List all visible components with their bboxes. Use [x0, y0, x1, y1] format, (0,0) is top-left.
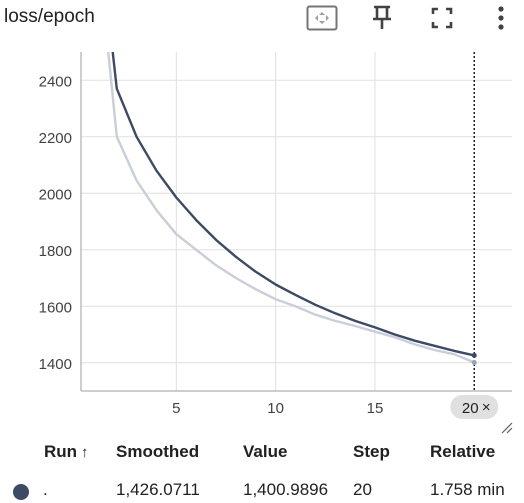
x-tick-label: 15	[367, 400, 384, 417]
x-tick-label: 5	[172, 400, 180, 417]
pin-icon	[373, 5, 391, 29]
y-tick-label: 2000	[39, 186, 72, 203]
card-title: loss/epoch	[4, 6, 95, 27]
pin-button[interactable]	[366, 4, 398, 32]
hover-x-label: 20	[462, 400, 479, 417]
loss-epoch-chart[interactable]: 1400 1600 1800 2000 2200 2400 5 10 15 20 ×	[0, 0, 524, 440]
series-line-smoothed	[111, 52, 475, 357]
col-header-relative[interactable]: Relative	[430, 442, 496, 461]
cell-step: 20	[353, 480, 372, 499]
cell-run: .	[43, 480, 48, 499]
y-tick-label: 1600	[39, 299, 72, 316]
run-color-swatch	[13, 484, 29, 500]
cell-relative: 1.758 min	[430, 480, 505, 499]
sort-ascending-icon: ↑	[81, 444, 89, 461]
fullscreen-button[interactable]	[426, 4, 458, 32]
col-header-run[interactable]: Run ↑	[44, 442, 89, 461]
y-tick-label: 1400	[39, 356, 72, 373]
col-header-step[interactable]: Step	[353, 442, 390, 461]
fullscreen-icon	[431, 7, 453, 29]
more-menu-button[interactable]	[485, 4, 517, 32]
y-tick-label: 2200	[39, 130, 72, 147]
fit-domain-button[interactable]	[306, 4, 338, 32]
hover-x-chip[interactable]: 20 ×	[450, 395, 499, 419]
col-header-value[interactable]: Value	[243, 442, 288, 461]
x-tick-label: 10	[267, 400, 284, 417]
close-icon[interactable]: ×	[482, 399, 491, 416]
hover-point-raw	[471, 359, 477, 365]
resize-handle-icon[interactable]	[501, 422, 513, 434]
fit-domain-icon	[306, 5, 338, 31]
more-vertical-icon	[498, 6, 504, 30]
cell-value: 1,400.9896	[243, 480, 329, 499]
series-line-raw	[107, 52, 475, 364]
hover-point-smoothed	[471, 352, 477, 358]
col-header-smoothed[interactable]: Smoothed	[116, 442, 200, 461]
cell-smoothed: 1,426.0711	[116, 480, 200, 499]
y-tick-label: 2400	[39, 73, 72, 90]
y-tick-label: 1800	[39, 243, 72, 260]
